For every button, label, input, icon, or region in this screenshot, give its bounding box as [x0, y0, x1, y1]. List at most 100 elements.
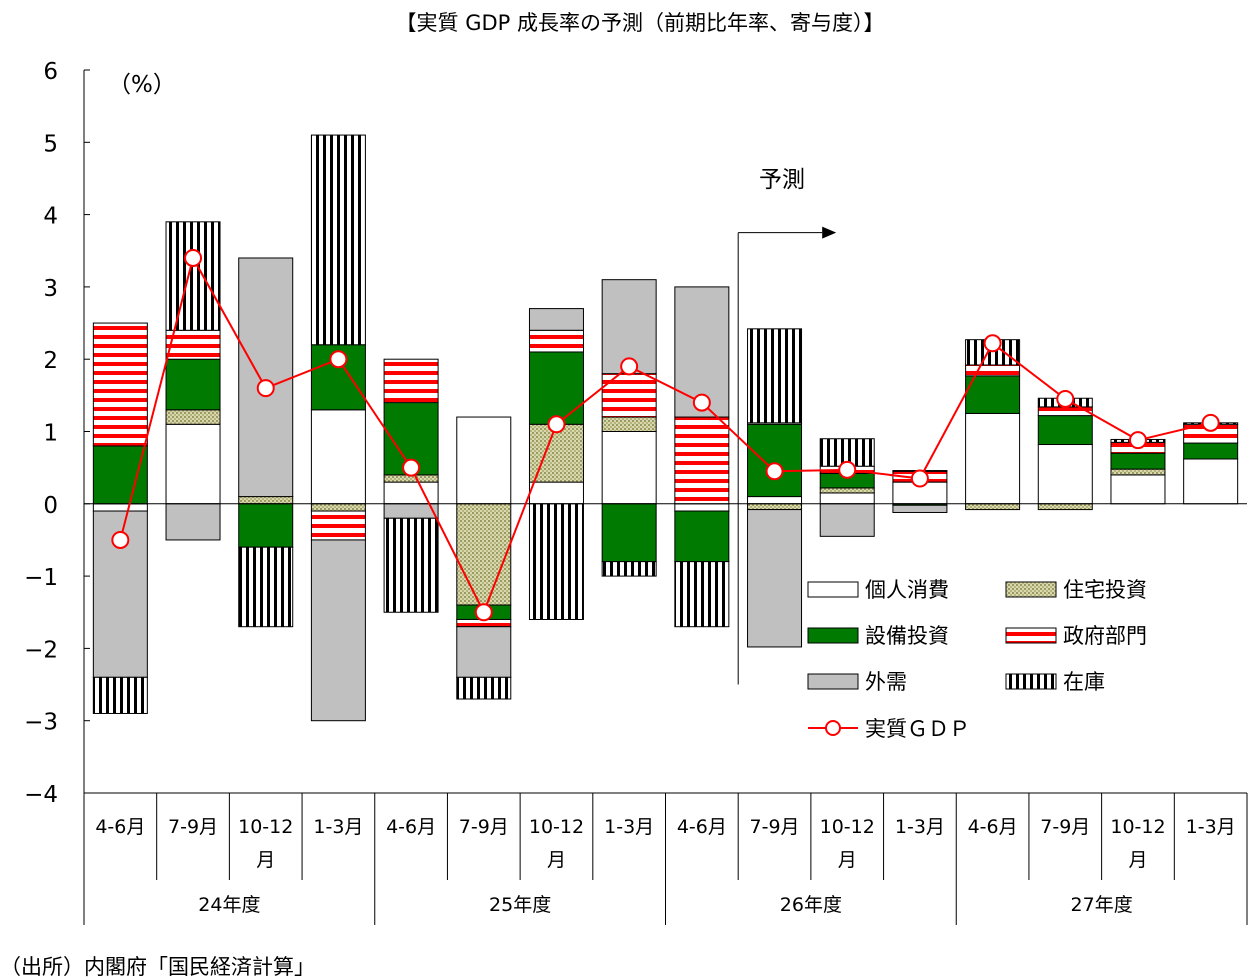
legend-label: 在庫 — [1063, 670, 1105, 694]
legend-label: 住宅投資 — [1063, 578, 1147, 602]
bar-segment — [310, 503, 366, 512]
bar-segment — [1110, 468, 1166, 476]
gdp-point — [474, 603, 493, 622]
bar-segment — [456, 503, 512, 606]
x-tick-label: 4-6月 — [386, 816, 436, 838]
bar-segment — [456, 416, 512, 505]
bar-segment — [1183, 458, 1239, 505]
x-tick-label: 10-12 — [529, 816, 584, 838]
legend-swatch — [1005, 673, 1057, 690]
forecast-arrow-head — [822, 226, 837, 239]
bar-segment — [528, 351, 584, 425]
bar-segment — [601, 416, 657, 433]
bar-segment — [674, 503, 730, 512]
y-tick-label: −3 — [24, 710, 58, 736]
gdp-point — [910, 469, 929, 488]
bar-segment — [383, 481, 439, 505]
bar-segment — [601, 431, 657, 505]
y-tick-label: −2 — [24, 637, 58, 663]
bar-segment — [965, 364, 1021, 377]
bar-segment — [601, 503, 657, 563]
bar-segment — [674, 561, 730, 628]
x-tick-label: 1-3月 — [604, 816, 654, 838]
bar-segment — [1183, 442, 1239, 460]
legend-swatch — [807, 673, 859, 690]
bar-segment — [1037, 415, 1093, 446]
gdp-line — [111, 248, 1220, 622]
unit-label: （%） — [108, 72, 176, 98]
y-tick-label: 1 — [43, 421, 58, 447]
bar-segment — [601, 373, 657, 418]
x-tick-label: 月 — [256, 849, 275, 871]
fiscal-year-label: 26年度 — [780, 894, 842, 916]
y-tick-label: 2 — [43, 348, 58, 374]
bar-segment — [747, 423, 803, 498]
x-tick-label: 10-12 — [1110, 816, 1165, 838]
bar-segment — [528, 503, 584, 620]
bar-segment — [965, 412, 1021, 505]
bar-segment — [674, 510, 730, 563]
bar-segment — [310, 409, 366, 505]
bar-segment — [383, 517, 439, 613]
bar-segment — [819, 492, 875, 505]
x-tick-label: 7-9月 — [1040, 816, 1090, 838]
source-note: （出所）内閣府「国民経済計算」 — [0, 955, 315, 979]
x-axis: 4-6月 7-9月 10-12 月 1-3月 4-6月 7-9月 10-12 月 1-3月 4-6月… — [83, 792, 1248, 925]
bar-segment — [747, 328, 803, 424]
bar-segment — [528, 329, 584, 353]
bar-segment — [238, 546, 294, 628]
bar-segment — [528, 481, 584, 505]
bar-segment — [528, 308, 584, 331]
bar-segment — [747, 509, 803, 648]
fiscal-year-label: 27年度 — [1071, 894, 1133, 916]
x-tick-label: 10-12 — [238, 816, 293, 838]
bar-segment — [238, 496, 294, 505]
bar-segment — [92, 322, 148, 447]
bar-segment — [601, 561, 657, 577]
legend-label: 実質ＧＤＰ — [865, 717, 970, 741]
y-tick-label: 0 — [43, 493, 58, 519]
bar-segment — [892, 504, 948, 513]
x-tick-label: 1-3月 — [1186, 816, 1236, 838]
bar-segment — [1037, 406, 1093, 417]
bar-segment — [674, 416, 730, 505]
bar-segment — [747, 496, 803, 505]
y-tick-label: 4 — [43, 204, 58, 230]
bar-segment — [1037, 503, 1093, 511]
bar-segment — [819, 487, 875, 494]
gdp-point — [256, 379, 275, 398]
gdp-point — [547, 415, 566, 434]
bar-segment — [165, 503, 221, 541]
legend-line-marker — [825, 720, 841, 736]
gdp-point — [620, 357, 639, 376]
legend-swatch — [807, 627, 859, 644]
gdp-point — [983, 334, 1002, 353]
y-tick-label: 6 — [43, 59, 58, 85]
x-tick-label: 10-12 — [820, 816, 875, 838]
legend-swatch — [1005, 581, 1057, 598]
y-tick-label: 3 — [43, 276, 58, 302]
bar-segment — [165, 358, 221, 411]
gdp-point — [184, 248, 203, 267]
legend-label: 政府部門 — [1063, 624, 1147, 648]
y-tick-label: −1 — [24, 565, 58, 591]
bar-segment — [165, 423, 221, 505]
x-tick-label: 1-3月 — [895, 816, 945, 838]
bar-segment — [383, 358, 439, 404]
bar-segment — [310, 134, 366, 346]
bar-segment — [92, 445, 148, 505]
gdp-point — [838, 460, 857, 479]
bar-segment — [92, 676, 148, 714]
x-tick-label: 7-9月 — [750, 816, 800, 838]
legend-label: 外需 — [865, 670, 907, 694]
gdp-point — [111, 530, 130, 549]
bar-segment — [747, 503, 803, 511]
legend-label: 設備投資 — [865, 624, 949, 648]
bar-segment — [819, 503, 875, 537]
bar-segment — [1110, 474, 1166, 505]
gdp-point — [692, 393, 711, 412]
x-tick-label: 月 — [547, 849, 566, 871]
bar-segment — [310, 539, 366, 722]
